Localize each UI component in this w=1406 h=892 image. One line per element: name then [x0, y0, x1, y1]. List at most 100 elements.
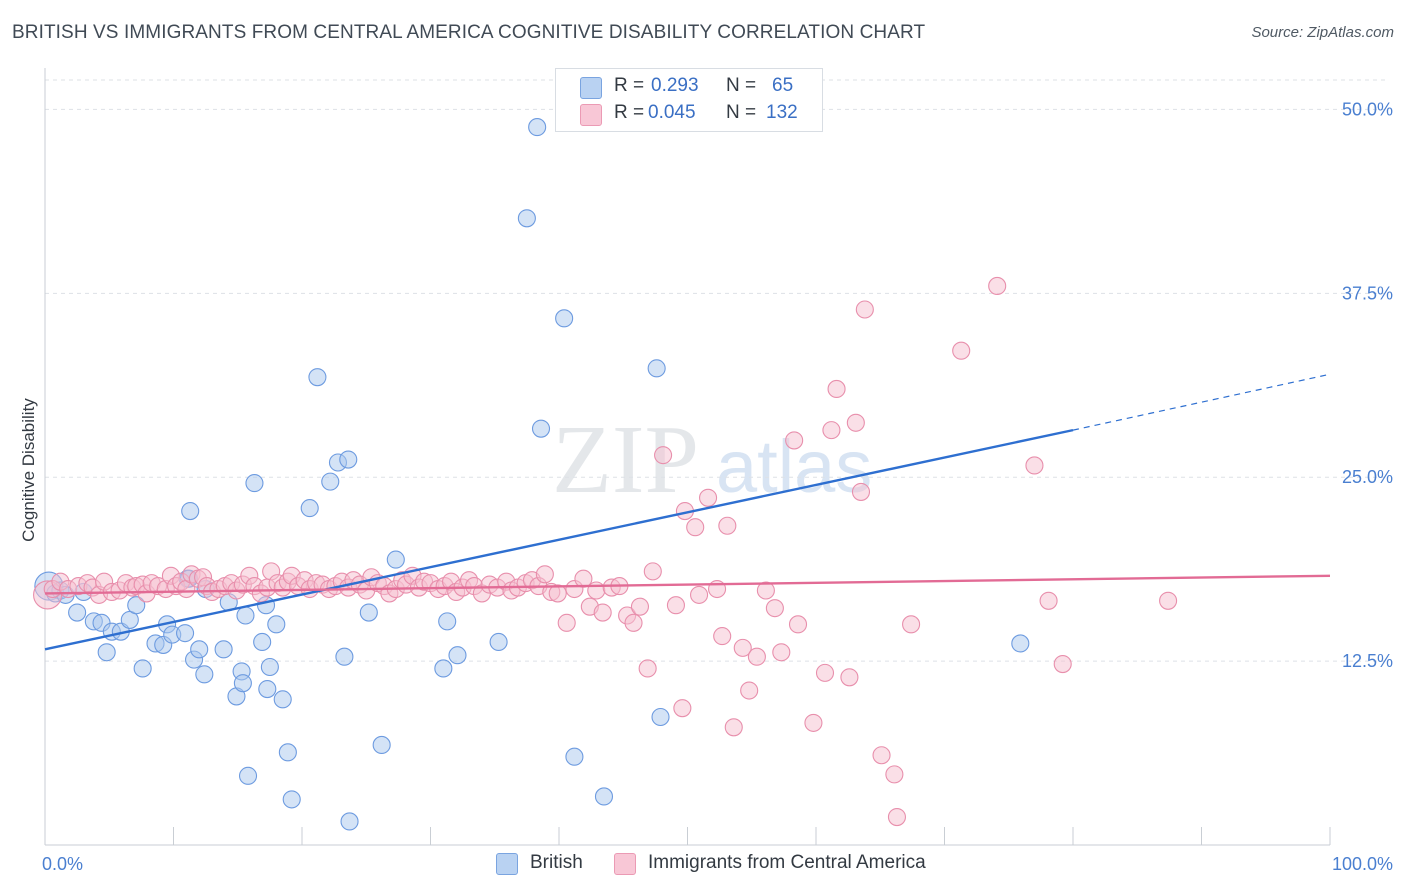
british-point	[339, 450, 358, 469]
immigrants-point	[756, 581, 775, 600]
british-point	[181, 501, 200, 521]
british-point	[386, 550, 405, 569]
immigrants-point	[654, 446, 673, 465]
y-tick-label: 12.5%	[1342, 651, 1393, 671]
legend-immigrants-label: Immigrants from Central America	[648, 852, 926, 873]
british-point	[438, 612, 457, 631]
british-point	[127, 596, 146, 615]
legend-british-label: British	[530, 852, 583, 873]
immigrants-point	[872, 746, 891, 765]
british-point	[273, 690, 292, 709]
immigrants-n-label: N =	[726, 102, 757, 123]
immigrants-series	[33, 276, 1178, 827]
immigrants-point	[718, 516, 737, 535]
immigrants-point	[804, 713, 823, 732]
immigrants-r-label: R =	[614, 102, 645, 123]
british-point	[282, 790, 301, 809]
tick-labels: 12.5% 25.0% 37.5% 50.0% 0.0% 100.0%	[42, 99, 1393, 874]
immigrants-point	[815, 663, 835, 682]
british-point	[531, 419, 551, 438]
british-trend-line	[44, 428, 1074, 651]
immigrants-point	[593, 603, 612, 622]
british-point	[238, 766, 258, 785]
british-point	[489, 632, 508, 652]
immigrants-point	[785, 431, 804, 450]
british-point	[335, 647, 354, 666]
x-tick-label: 100.0%	[1332, 854, 1393, 874]
british-point	[448, 646, 467, 665]
british-point	[233, 674, 252, 693]
british-series	[34, 118, 1030, 831]
british-point	[434, 659, 453, 678]
british-trend-extension	[1072, 373, 1331, 431]
immigrants-point	[887, 807, 907, 827]
immigrants-point	[747, 647, 766, 666]
trend-lines	[44, 373, 1331, 651]
british-point	[133, 659, 152, 678]
immigrants-point	[902, 615, 921, 634]
british-point	[214, 640, 233, 659]
stats-legend: R = 0.293 N = 65 R = 0.045 N = 132	[555, 68, 823, 132]
british-point	[300, 499, 319, 518]
watermark: ZIP atlas	[552, 406, 872, 514]
immigrants-point	[690, 585, 709, 604]
immigrants-n-value: 132	[766, 102, 798, 123]
axes	[44, 68, 1331, 846]
y-axis-label: Cognitive Disability	[19, 398, 38, 542]
british-point	[278, 743, 297, 762]
immigrants-r-value: 0.045	[648, 102, 696, 123]
immigrants-point	[630, 597, 650, 616]
british-point	[528, 118, 547, 137]
legend-immigrants-swatch	[614, 853, 636, 875]
y-tick-label: 50.0%	[1342, 99, 1393, 119]
immigrants-point	[548, 584, 567, 603]
british-r-value: 0.293	[651, 75, 699, 96]
british-point	[565, 747, 584, 766]
british-point	[245, 474, 264, 493]
y-tick-label: 25.0%	[1342, 467, 1393, 487]
british-point	[651, 707, 670, 727]
immigrants-point	[638, 659, 657, 678]
british-point	[1011, 634, 1030, 653]
immigrants-point	[666, 596, 685, 615]
british-point	[321, 472, 340, 491]
immigrants-point	[686, 518, 705, 537]
british-point	[97, 643, 116, 662]
immigrants-point	[827, 379, 846, 398]
immigrants-point	[535, 565, 554, 584]
immigrants-point	[765, 599, 784, 618]
immigrants-point	[1159, 591, 1178, 610]
immigrants-point	[988, 276, 1007, 296]
british-point	[340, 812, 359, 831]
immigrants-point	[885, 765, 904, 784]
immigrants-point	[713, 627, 732, 646]
x-tick-label: 0.0%	[42, 854, 83, 874]
british-n-label: N =	[726, 75, 757, 96]
immigrants-point	[673, 699, 692, 718]
y-axis-label-wrap: Cognitive Disability	[14, 360, 44, 580]
british-point	[260, 657, 279, 677]
source-label: Source: ZipAtlas.com	[1251, 24, 1394, 41]
immigrants-point	[952, 341, 971, 360]
immigrants-point	[699, 488, 718, 507]
british-point	[517, 209, 536, 228]
immigrants-point	[851, 482, 871, 501]
immigrants-point	[846, 413, 865, 432]
british-point	[308, 368, 327, 387]
immigrants-point	[772, 643, 791, 662]
immigrants-point	[788, 615, 808, 634]
immigrants-point	[1053, 654, 1072, 674]
immigrants-trend-line	[44, 574, 1331, 595]
british-swatch	[580, 77, 602, 99]
immigrants-swatch	[580, 104, 602, 126]
chart-title: BRITISH VS IMMIGRANTS FROM CENTRAL AMERI…	[12, 22, 926, 43]
immigrants-point	[822, 421, 841, 440]
british-point	[236, 606, 255, 625]
british-point	[359, 603, 378, 622]
immigrants-point	[724, 718, 743, 737]
british-r-label: R =	[614, 75, 645, 96]
british-point	[267, 615, 286, 634]
y-tick-label: 37.5%	[1342, 283, 1393, 303]
british-point	[195, 665, 214, 684]
immigrants-point	[840, 668, 859, 687]
